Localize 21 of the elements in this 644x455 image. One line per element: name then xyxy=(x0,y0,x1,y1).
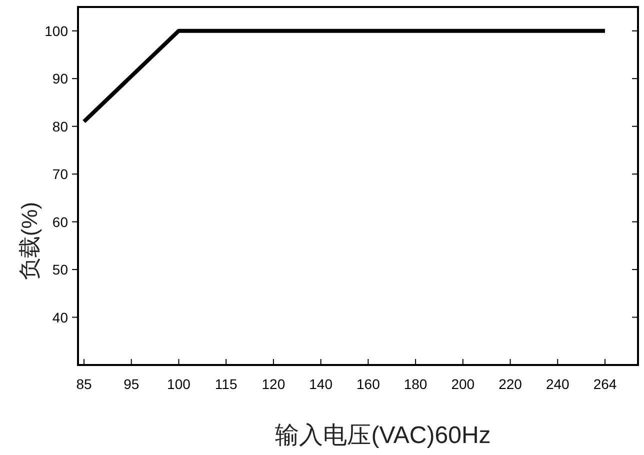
x-tick-label: 115 xyxy=(214,376,238,392)
y-tick-label: 80 xyxy=(52,118,68,134)
x-axis-title: 输入电压(VAC)60Hz xyxy=(275,422,491,449)
y-axis-title: 负载(%) xyxy=(17,202,42,280)
y-tick-label: 100 xyxy=(44,22,68,39)
y-tick-label: 50 xyxy=(52,262,68,278)
x-tick-label: 240 xyxy=(546,376,570,392)
y-tick-label: 40 xyxy=(52,309,68,326)
x-tick-label: 160 xyxy=(356,376,380,392)
x-tick-label: 200 xyxy=(451,376,475,392)
x-tick-label: 120 xyxy=(262,376,286,392)
x-tick-label: 220 xyxy=(498,376,522,392)
y-tick-label: 70 xyxy=(52,166,68,182)
x-tick-label: 95 xyxy=(124,376,140,392)
x-tick-label: 264 xyxy=(593,376,617,392)
y-tick-label: 60 xyxy=(52,214,68,230)
x-tick-label: 100 xyxy=(167,376,191,392)
x-tick-label: 180 xyxy=(404,376,428,392)
x-tick-label: 85 xyxy=(76,376,92,392)
x-tick-label: 140 xyxy=(309,376,333,392)
y-tick-label: 90 xyxy=(52,70,68,87)
